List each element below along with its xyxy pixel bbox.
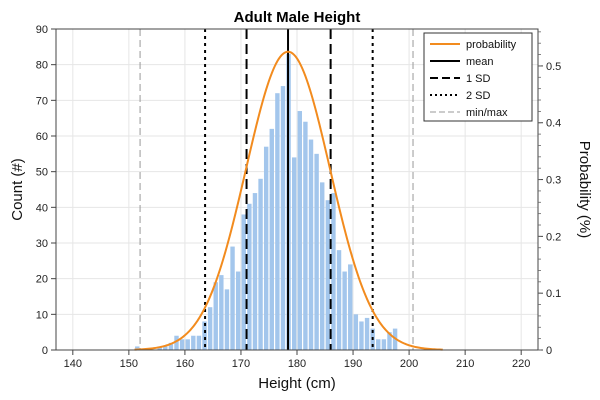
histogram-bar [191, 335, 196, 350]
x-tick-label: 170 [232, 358, 250, 370]
y2-tick-label: 0 [546, 345, 552, 357]
histogram-bar [252, 193, 258, 350]
histogram-bar [202, 321, 207, 350]
histogram-bar [258, 178, 263, 350]
y-tick-label: 30 [36, 238, 48, 250]
y2-tick-label: 0.5 [546, 61, 561, 73]
histogram-bar [230, 246, 235, 350]
histogram-bar [387, 332, 392, 350]
histogram-bar [224, 289, 230, 350]
histogram-bar [235, 271, 241, 350]
probability-curve [134, 50, 443, 351]
y2-tick-label: 0.2 [546, 231, 561, 243]
x-tick-label: 160 [176, 358, 194, 370]
probability-curve-layer [134, 50, 443, 351]
histogram-bar [247, 203, 252, 350]
legend-label-probability: probability [466, 39, 517, 51]
histogram-bar [185, 339, 190, 350]
chart-title: Adult Male Height [234, 9, 361, 26]
histogram-bar [196, 335, 202, 350]
x-tick-label: 200 [400, 358, 418, 370]
reference-lines [139, 29, 414, 350]
histogram-bar [179, 339, 185, 350]
y-axis-title: Count (#) [9, 158, 26, 221]
legend-label-2sd: 2 SD [466, 90, 491, 102]
x-tick-label: 180 [288, 358, 306, 370]
histogram-bar [168, 342, 174, 350]
histogram-bar [219, 275, 224, 350]
legend-label-1sd: 1 SD [466, 73, 491, 85]
histogram-bar [342, 271, 347, 350]
y-tick-label: 20 [36, 274, 48, 286]
histogram-bar [213, 282, 218, 350]
legend: probability mean 1 SD 2 SD min/max [423, 32, 533, 122]
histogram-bar [381, 339, 387, 350]
y-tick-label: 0 [42, 345, 48, 357]
y2-tick-label: 0.4 [546, 118, 561, 130]
y2-tick-label: 0.1 [546, 288, 561, 300]
y-tick-label: 40 [36, 202, 48, 214]
y-tick-label: 50 [36, 167, 48, 179]
histogram-bar [297, 111, 303, 351]
histogram-bar [359, 321, 364, 350]
histogram-bar [207, 307, 213, 350]
x-tick-label: 150 [120, 358, 138, 370]
histogram-bar [308, 139, 314, 350]
y-axis-ticks: 0 10 20 30 40 50 60 70 80 90 [36, 24, 56, 357]
histogram-bar [320, 182, 325, 350]
histogram-bar [263, 146, 269, 350]
histogram-bar [241, 214, 246, 350]
y-tick-label: 70 [36, 95, 48, 107]
legend-label-mean: mean [466, 56, 494, 68]
y2-tick-label: 0.3 [546, 175, 561, 187]
histogram-bar [348, 264, 353, 350]
histogram-bar [174, 335, 179, 350]
histogram-bar [353, 314, 359, 350]
histogram-bar [135, 346, 140, 350]
y-tick-label: 10 [36, 309, 48, 321]
histogram-bar [303, 121, 308, 350]
x-axis-ticks: 140 150 160 170 180 190 200 210 220 [64, 350, 530, 370]
y-tick-label: 90 [36, 24, 48, 36]
histogram-bar [314, 153, 319, 350]
histogram-bar [163, 346, 168, 350]
histogram-bar [331, 193, 336, 350]
histogram-bar [291, 157, 297, 350]
x-tick-label: 190 [344, 358, 362, 370]
histogram-bar [325, 200, 331, 350]
histogram-bar [280, 86, 286, 351]
legend-label-minmax: min/max [466, 107, 508, 119]
x-tick-label: 210 [456, 358, 474, 370]
histogram-bar [364, 317, 370, 350]
x-axis-title: Height (cm) [258, 375, 336, 392]
histogram-bar [269, 128, 274, 350]
y-tick-label: 80 [36, 60, 48, 72]
histogram-bar [336, 250, 342, 350]
x-tick-label: 140 [64, 358, 82, 370]
x-tick-label: 220 [512, 358, 530, 370]
histogram-bar [376, 339, 381, 350]
y2-axis-ticks: 0 0.1 0.2 0.3 0.4 0.5 [538, 31, 561, 357]
y-tick-label: 60 [36, 131, 48, 143]
histogram-bar [275, 93, 280, 350]
y2-axis-title: Probability (%) [576, 141, 593, 239]
histogram-bar [157, 346, 162, 350]
